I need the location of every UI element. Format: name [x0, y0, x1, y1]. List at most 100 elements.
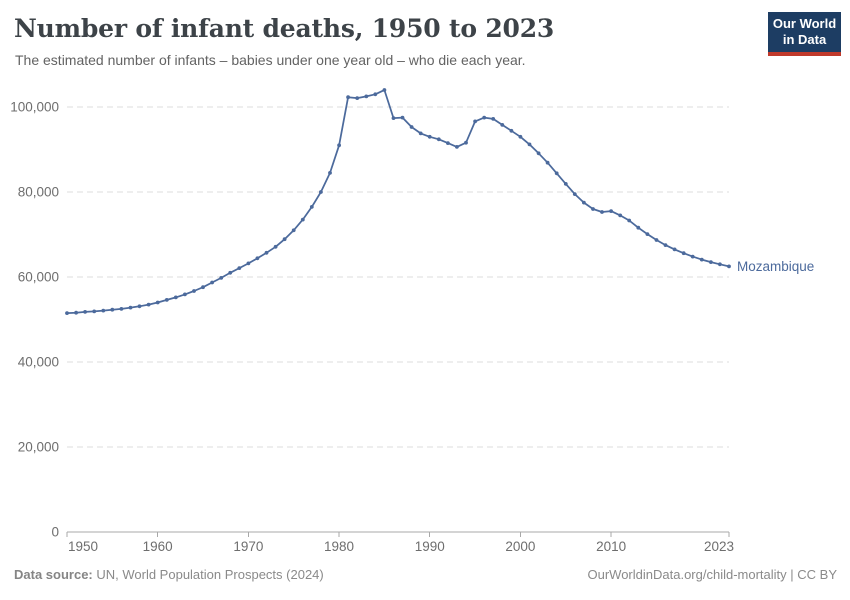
data-point [373, 92, 378, 97]
data-point [446, 141, 450, 146]
data-point [709, 260, 713, 264]
data-point [409, 125, 414, 129]
data-point [418, 131, 423, 136]
y-tick-label: 80,000 [18, 185, 59, 200]
y-tick-label: 0 [51, 525, 59, 540]
data-point [146, 302, 151, 307]
data-point [164, 298, 169, 302]
data-point [246, 261, 251, 266]
page-title: Number of infant deaths, 1950 to 2023 [14, 14, 555, 43]
owid-logo[interactable]: Our World in Data [768, 12, 841, 56]
data-point [219, 276, 224, 280]
data-point [636, 225, 641, 230]
data-point [119, 307, 124, 311]
y-tick-label: 20,000 [18, 440, 59, 455]
y-tick-label: 60,000 [18, 270, 59, 285]
data-line [66, 89, 730, 314]
data-point [482, 115, 487, 120]
data-point [137, 304, 142, 309]
series-end-label: Mozambique [737, 259, 814, 274]
data-point [609, 209, 613, 214]
data-point [500, 123, 505, 127]
data-point [291, 228, 296, 233]
chart-footer: Data source: UN, World Population Prospe… [14, 567, 837, 582]
data-point [101, 308, 106, 313]
data-point [681, 251, 686, 256]
data-point [210, 280, 215, 285]
data-point [663, 243, 668, 248]
data-point [582, 200, 586, 205]
x-tick-label: 1970 [233, 539, 263, 554]
data-point [346, 95, 350, 100]
data-point [74, 310, 78, 315]
data-point [491, 117, 496, 121]
y-tick-label: 100,000 [10, 100, 59, 115]
x-tick-label: 1950 [68, 539, 98, 554]
data-point [128, 305, 133, 310]
owid-logo-line1: Our World [772, 16, 837, 31]
owid-logo-line2: in Data [782, 32, 827, 47]
data-point [618, 213, 623, 218]
data-point [627, 218, 632, 223]
data-point [718, 262, 722, 267]
data-point [554, 171, 559, 176]
data-point [355, 96, 360, 100]
x-tick-label: 2010 [596, 539, 626, 554]
data-point [364, 94, 369, 99]
data-point [65, 311, 69, 315]
data-point [328, 171, 332, 175]
data-point [110, 307, 115, 312]
data-point [391, 116, 396, 120]
x-tick-label: 1980 [324, 539, 354, 554]
data-point [518, 134, 523, 139]
data-source-text: UN, World Population Prospects (2024) [92, 567, 324, 582]
data-point [464, 140, 468, 145]
x-tick-label: 2000 [505, 539, 535, 554]
data-point [400, 115, 405, 120]
data-point [509, 128, 514, 133]
data-point [309, 205, 314, 209]
y-tick-label: 40,000 [18, 355, 59, 370]
x-tick-label: 2023 [704, 539, 734, 554]
data-point [237, 266, 242, 270]
page-subtitle: The estimated number of infants – babies… [15, 52, 526, 68]
data-point [228, 270, 233, 275]
data-point [300, 217, 305, 222]
data-point [645, 232, 650, 237]
data-point [591, 207, 595, 211]
data-point [155, 300, 160, 305]
data-point [536, 151, 541, 156]
x-tick-label: 1990 [415, 539, 445, 554]
data-point [527, 142, 532, 147]
data-point [255, 256, 260, 261]
data-point [192, 289, 196, 293]
data-point [427, 134, 432, 139]
data-point [545, 160, 550, 165]
data-point [382, 88, 387, 92]
data-point [282, 237, 287, 242]
data-point [92, 309, 97, 314]
data-point [672, 247, 677, 252]
data-point [183, 292, 187, 297]
data-point [83, 310, 87, 314]
data-point [654, 238, 659, 242]
data-point [273, 244, 278, 249]
data-point [600, 210, 604, 214]
data-point [337, 143, 341, 148]
x-tick-label: 1960 [143, 539, 173, 554]
data-point [455, 145, 459, 149]
data-point [727, 264, 731, 269]
data-point [201, 285, 205, 290]
data-point [690, 254, 695, 259]
data-point [436, 137, 441, 142]
credit-link[interactable]: OurWorldinData.org/child-mortality | CC … [587, 567, 838, 582]
data-point [699, 257, 704, 262]
data-point [173, 295, 178, 300]
data-point [319, 190, 323, 194]
data-point [572, 192, 577, 197]
data-source: Data source: UN, World Population Prospe… [14, 567, 324, 582]
data-source-label: Data source: [14, 567, 93, 582]
data-point [563, 182, 568, 186]
